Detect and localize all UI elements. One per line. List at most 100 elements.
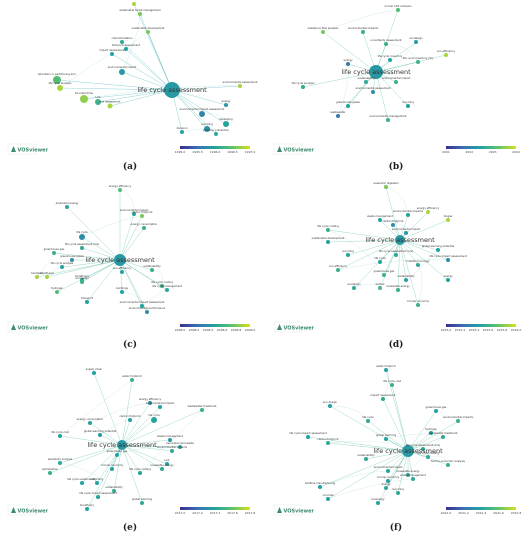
link-edge [59,53,113,89]
node-sustainable-development [326,240,330,244]
label-circular-economy: circular economy [377,475,400,479]
label-global-warming: global warming [376,433,396,437]
link-edge [121,444,163,470]
link-edge [121,444,143,504]
label-life-cycle-impact-assessment: life cycle impact assessment [429,254,466,258]
link-edge [337,239,401,271]
label-industrial-ecology: industrial ecology [406,259,430,263]
node-co-fuel-co2-emission [396,8,400,12]
link-edge [121,419,155,446]
link-edge [329,405,369,422]
label-energy: energy [381,483,391,486]
node-environmental-impacts [406,213,410,217]
node-additive-manufacturing [318,485,322,489]
panel-caption: (c) [123,340,137,350]
legend-tick-label: 2017.4 [210,511,221,515]
node-ecodesign [80,280,84,284]
link-edge [337,259,449,271]
node-ecodesign [352,286,356,290]
label-life-cycle: life cycle [362,415,374,419]
vosviewer-logo: VOSviewer [273,504,315,516]
node-buildings [120,290,124,294]
network-map-b: life cycle assessment co-fuel CO2 emissio… [273,4,520,155]
node-energy-efficiency [148,401,152,405]
link-edge [121,444,173,452]
node-concrete [326,497,330,501]
label-carbon-footprint: carbon footprint [132,210,153,214]
network-map-c: life cycle assessment energy efficiency em… [7,184,256,333]
node-packaging [223,121,229,127]
label-impact-assessment: impact assessment [99,48,124,52]
label-environmental-impacts: environmental impacts [393,209,424,213]
label-life-cycle-assessment: life cycle assessment [341,68,411,76]
label-buildings: buildings [116,286,128,290]
vosviewer-brand-text: VOSviewer [18,148,49,154]
node-eco-efficiency [120,270,124,274]
link-edge [417,264,423,306]
link-edge [399,211,429,241]
node-energy-consumption [88,421,92,425]
vosviewer-logo: VOSviewer [273,321,315,333]
link-edge [347,239,401,256]
label-life-cycle-analysis: life cycle analysis [51,261,74,265]
legend-tick-label: 2015.4 [469,328,480,332]
node-allocation-or-partitioning-arm [53,76,61,84]
link-edge [379,239,401,289]
network-map-a: life cycle assessment environmental impac… [7,2,258,155]
label-energy-efficiency: energy efficiency [139,397,162,401]
link-edge [59,87,173,91]
node-renewable-energy [406,473,410,477]
node-greenhouse-gas [382,273,386,277]
node-environmental-impact [404,231,408,235]
label-life-cycle-impact-assessment: life cycle impact assessment [79,491,116,495]
legend-gradient-bar [446,146,516,149]
label-wastewater-treatment: wastewater treatment [188,404,217,408]
panel-d: life cycle assessment anaerobic digestion… [268,180,524,358]
link-edge [133,3,173,91]
label-environmental-assessment: environmental assessment [222,80,257,84]
label-co-fuel-co2-emission: co-fuel CO2 emission [384,4,412,8]
node-techno-economic-analysis [446,463,450,467]
label-carbon-footprint: carbon footprint [120,414,141,418]
node-industrial-ecology [416,263,420,267]
label-life-cycle-cost: life cycle cost [383,379,401,383]
vosviewer-icon [277,507,282,513]
node-sustainable-development [146,30,150,34]
label-renewable-energy: renewable energy [396,469,420,473]
node-global-warming [140,501,144,505]
node-bioethanol [45,275,49,279]
link-edge [319,450,409,488]
node-waste-management [378,218,382,222]
link-edge [397,249,439,291]
label-bioethanol: bioethanol [40,271,54,275]
node-bounded-time [80,95,88,103]
label-hydrogen: hydrogen [51,286,64,290]
label-life-cycle-assessment-lca: life cycle assessment (lca) [406,443,440,447]
link-edge [327,478,414,500]
node-life-cycle-inventory-lci [416,60,420,64]
node-waste-management [411,477,415,481]
link-edge [171,85,241,91]
label-temporal-assessment: temporal assessment [112,43,140,47]
link-edge [147,31,173,91]
label-packaging: packaging [219,117,233,121]
node-life-cycle-assessment [164,82,180,98]
link-edge [93,372,123,446]
legend-tick-label: 2009.0 [245,328,256,332]
label-environmental-impact: environmental impact [120,208,149,212]
node-energy [446,278,450,282]
label-life-cycle: life cycle [76,230,88,234]
legend-tick-label: 2021.6 [493,511,504,515]
label-life-cycle-assessment: life cycle assessment [365,236,435,244]
label-transport: transport [81,296,93,300]
link-edge [379,219,407,234]
node-pollution-prevention [214,132,218,136]
vosviewer-logo: VOSviewer [7,504,49,516]
label-layer: life cycle assessment water footprint supp… [42,367,217,507]
vosviewer-brand-text: VOSviewer [284,326,315,332]
link-edge [171,89,227,125]
label-life-cycle: life cycle [374,256,386,260]
link-edge [121,406,161,446]
node-uncertainty-assessment [384,42,388,46]
node-environmental-impact [119,69,125,75]
